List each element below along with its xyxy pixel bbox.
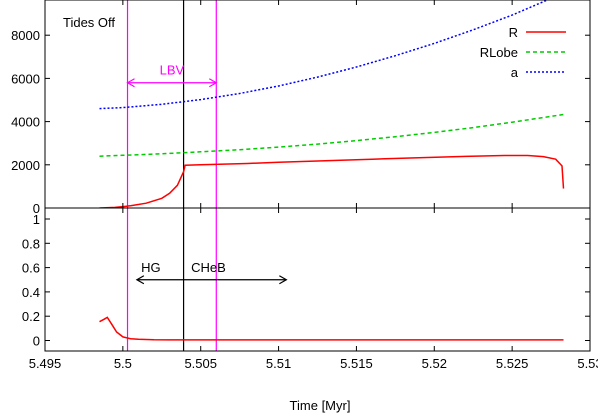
lbv-arrow-head-left bbox=[126, 78, 135, 88]
x-tick-label: 5.53 bbox=[577, 356, 598, 371]
bottom-y-tick-label: 1 bbox=[33, 212, 40, 227]
phase-arrow-head-left bbox=[135, 275, 145, 285]
bottom-panel: HG CHeB 0 0.2 0.4 0.6 0.8 1 5.495 5.5 5.505 5.51 5.… bbox=[22, 207, 598, 371]
x-tick-label: 5.505 bbox=[184, 356, 217, 371]
tides-off-annotation: Tides Off bbox=[63, 15, 115, 30]
x-tick-label: 5.525 bbox=[496, 356, 529, 371]
bottom-y-tick-label: 0 bbox=[33, 334, 40, 349]
cheb-label: CHeB bbox=[191, 260, 226, 275]
bottom-plot-frame bbox=[44, 207, 591, 352]
top-y-tick-label: 6000 bbox=[11, 71, 40, 86]
top-y-tick-label: 4000 bbox=[11, 115, 40, 130]
bottom-y-tick-label: 0.8 bbox=[22, 236, 40, 251]
legend-label-r: R bbox=[509, 25, 518, 40]
series-line-a bbox=[99, 0, 550, 110]
top-y-tick-label: 0 bbox=[33, 201, 40, 216]
x-axis-title: Time [Myr] bbox=[290, 398, 351, 413]
x-tick-label: 5.5 bbox=[114, 356, 132, 371]
top-y-tick-label: 2000 bbox=[11, 158, 40, 173]
lbv-arrow-head-right bbox=[208, 78, 218, 88]
bottom-y-tick-label: 0.4 bbox=[22, 285, 40, 300]
x-tick-label: 5.51 bbox=[266, 356, 291, 371]
bottom-y-tick-label: 0.2 bbox=[22, 309, 40, 324]
series-line-rlobe bbox=[99, 113, 564, 157]
series-line-r bbox=[99, 154, 565, 208]
legend: R RLobe a bbox=[480, 25, 566, 80]
x-tick-label: 5.495 bbox=[29, 356, 62, 371]
bottom-y-tick-label: 0.6 bbox=[22, 261, 40, 276]
x-tick-label: 5.515 bbox=[340, 356, 373, 371]
top-y-tick-label: 8000 bbox=[11, 28, 40, 43]
legend-label-rlobe: RLobe bbox=[480, 45, 518, 60]
phase-arrow-head-right bbox=[279, 275, 288, 285]
lbv-label: LBV bbox=[160, 63, 185, 78]
x-tick-label: 5.52 bbox=[422, 356, 447, 371]
hg-label: HG bbox=[141, 260, 161, 275]
legend-label-a: a bbox=[511, 65, 519, 80]
top-panel: LBV 0200040006000800010000 Tides Off RRL… bbox=[11, 0, 591, 216]
bottom-series-line bbox=[99, 316, 564, 341]
